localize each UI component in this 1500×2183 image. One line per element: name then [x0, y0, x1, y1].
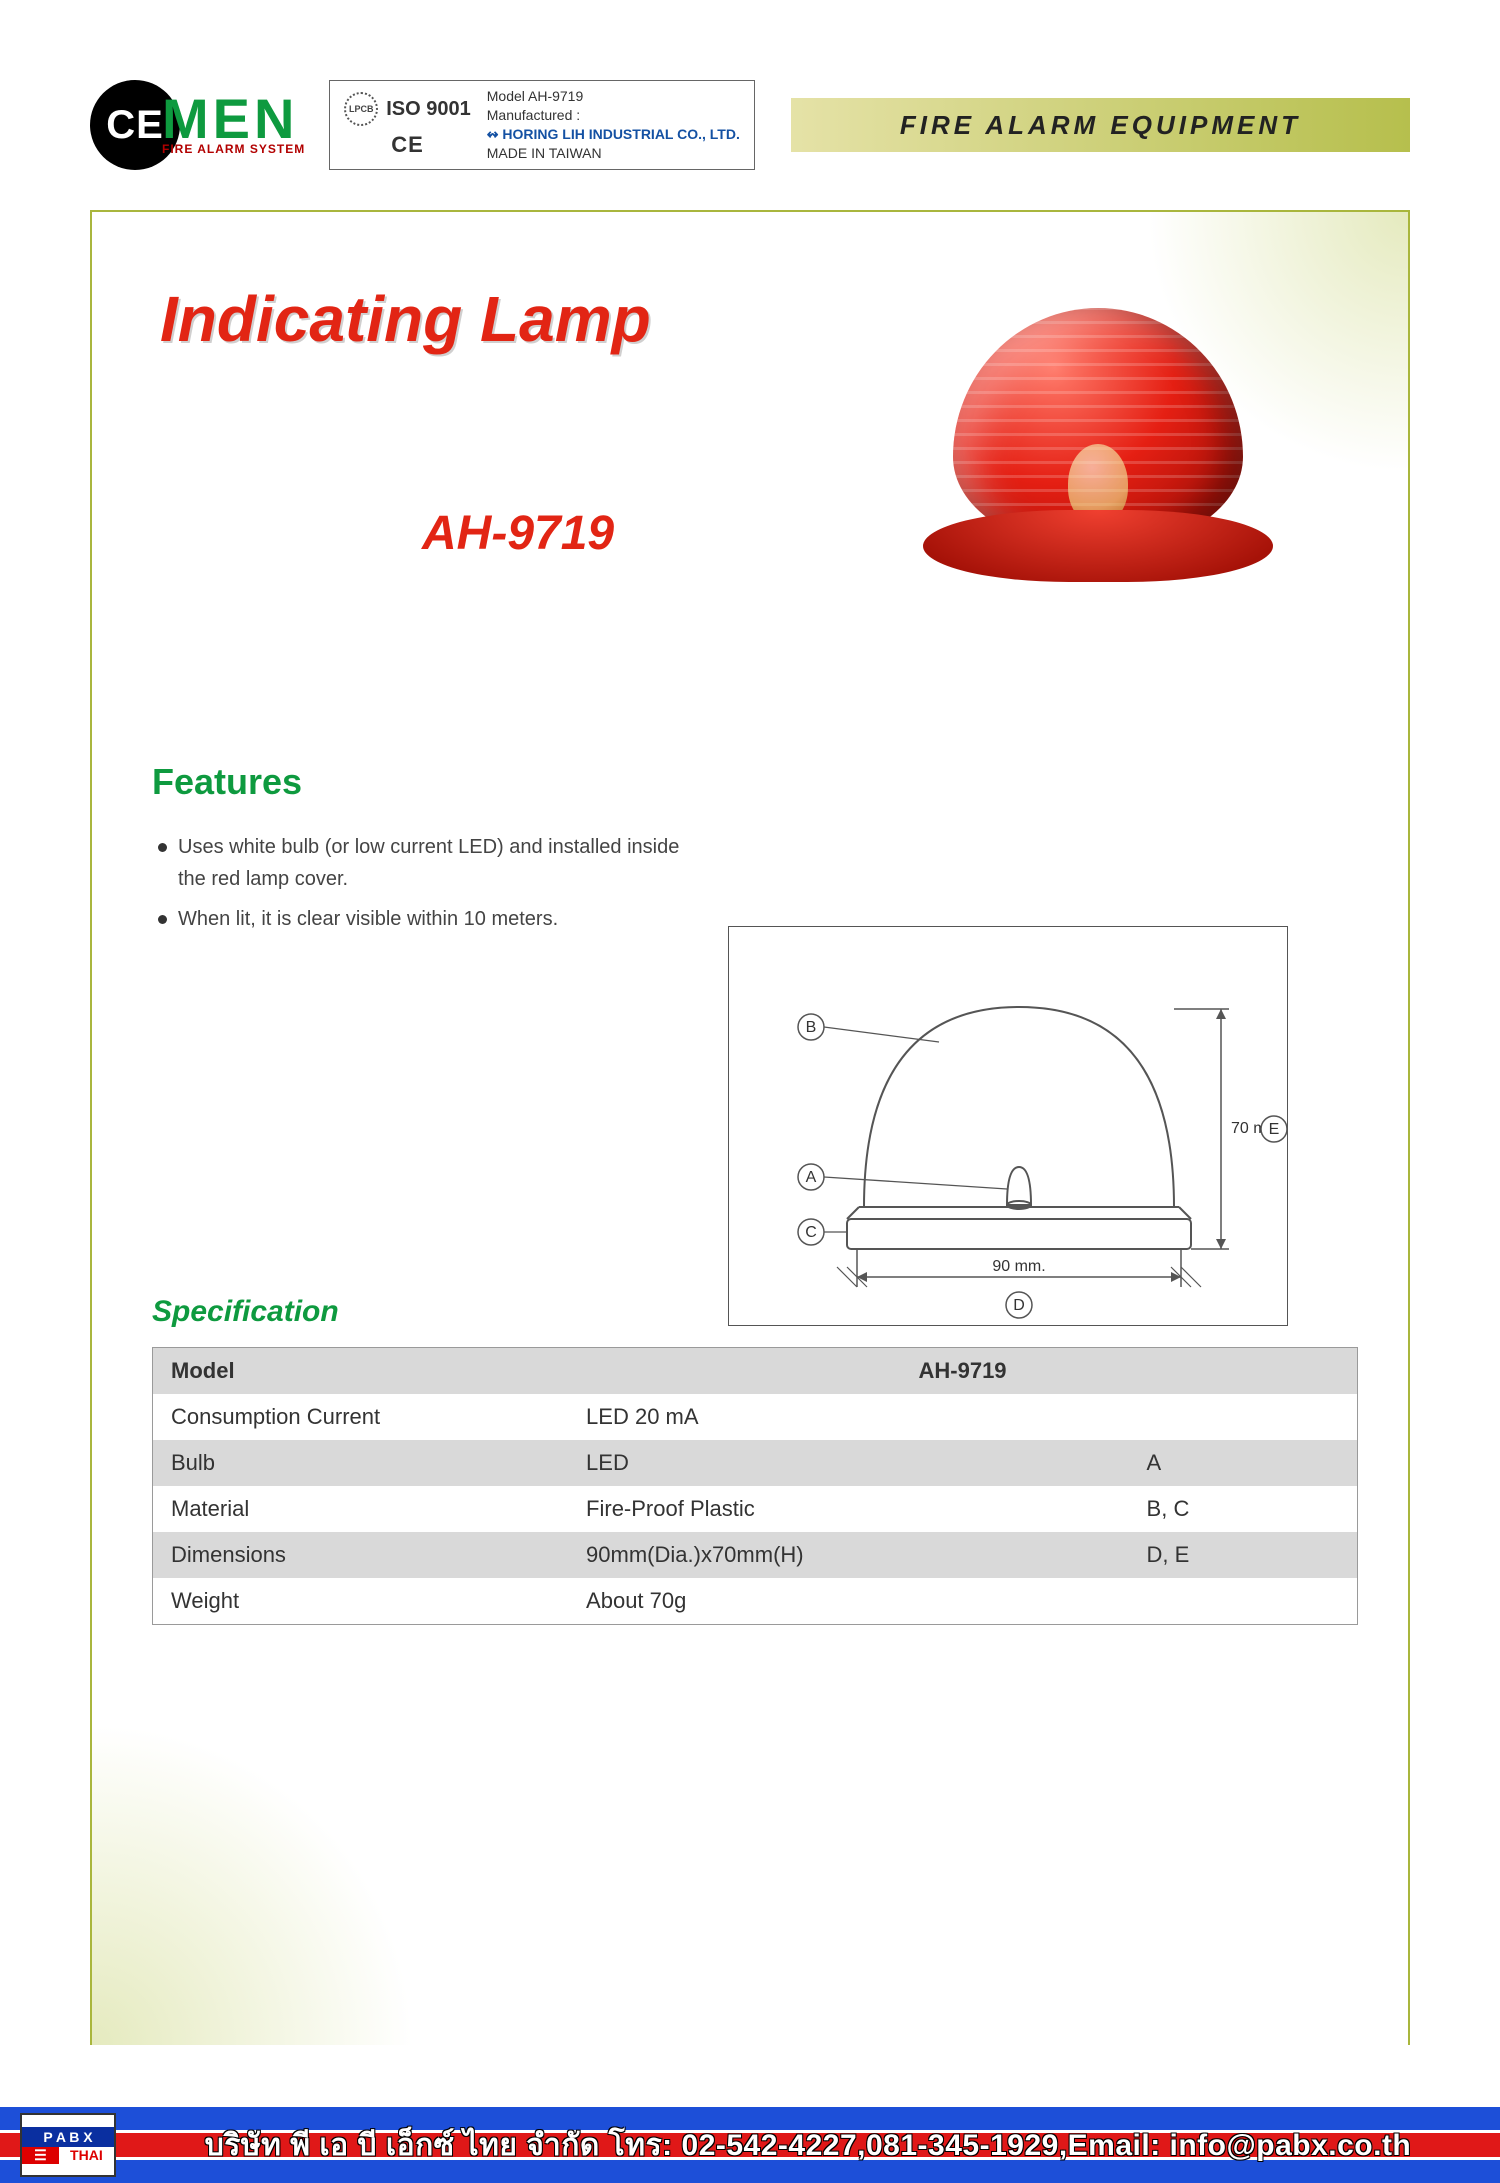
spec-cell: Fire-Proof Plastic [526, 1486, 1129, 1532]
spec-header-model: AH-9719 [526, 1348, 1357, 1395]
table-row: Dimensions 90mm(Dia.)x70mm(H) D, E [153, 1532, 1358, 1578]
pabx-logo-top: P A B X [22, 2127, 114, 2147]
table-row: Consumption Current LED 20 mA [153, 1394, 1358, 1440]
diagram-mark-e: E [1269, 1121, 1280, 1138]
features-list: Uses white bulb (or low current LED) and… [158, 831, 698, 935]
logo-block: CE MEN FIRE ALARM SYSTEM [90, 80, 305, 170]
cert-manufacturer-text: HORING LIH INDUSTRIAL CO., LTD. [502, 126, 739, 142]
cert-model: Model AH-9719 [487, 87, 740, 106]
spec-cell: Material [153, 1486, 527, 1532]
table-row: Model AH-9719 [153, 1348, 1358, 1395]
table-row: Bulb LED A [153, 1440, 1358, 1486]
header-bar: FIRE ALARM EQUIPMENT [791, 98, 1410, 152]
lpcb-badge-icon: LPCB [344, 92, 378, 126]
spec-cell: Bulb [153, 1440, 527, 1486]
footer-bar: P A B X ☰ THAI บริษัท พี เอ บี เอ็กซ์ ไท… [0, 2099, 1500, 2183]
logo-sub: FIRE ALARM SYSTEM [162, 142, 305, 156]
spec-cell: Weight [153, 1578, 527, 1625]
dimension-diagram: 90 mm. 70 mm. B A C [728, 926, 1288, 1326]
diagram-width-label: 90 mm. [992, 1258, 1045, 1275]
features-heading: Features [152, 761, 1358, 803]
logo-text: MEN FIRE ALARM SYSTEM [162, 94, 305, 156]
spec-cell: B, C [1129, 1486, 1358, 1532]
cert-manufactured-label: Manufactured : [487, 106, 740, 125]
product-image [908, 282, 1288, 582]
logo-men: MEN [162, 94, 305, 144]
feature-item: When lit, it is clear visible within 10 … [158, 903, 698, 935]
spec-header-label: Model [153, 1348, 527, 1395]
diagram-mark-a: A [806, 1169, 817, 1186]
content-frame: Indicating Lamp AH-9719 Features Uses wh… [90, 210, 1410, 2045]
cert-manufacturer-name: ↭ HORING LIH INDUSTRIAL CO., LTD. [487, 125, 740, 144]
spec-cell [1129, 1394, 1358, 1440]
thai-flag-icon: ☰ [22, 2147, 59, 2164]
spec-cell [1129, 1578, 1358, 1625]
certification-box: LPCB ISO 9001 CE Model AH-9719 Manufactu… [329, 80, 755, 170]
pabx-logo: P A B X ☰ THAI [20, 2113, 116, 2177]
spec-cell: LED 20 mA [526, 1394, 1129, 1440]
top-band: CE MEN FIRE ALARM SYSTEM LPCB ISO 9001 C… [90, 80, 1410, 170]
feature-item: Uses white bulb (or low current LED) and… [158, 831, 698, 895]
ce-mark-icon: CE [391, 132, 424, 158]
page: CE MEN FIRE ALARM SYSTEM LPCB ISO 9001 C… [0, 0, 1500, 2183]
pabx-thai-label: THAI [59, 2147, 114, 2164]
diagram-mark-d: D [1013, 1297, 1025, 1314]
cert-made-in: MADE IN TAIWAN [487, 144, 740, 163]
cert-left: LPCB ISO 9001 CE [344, 92, 471, 158]
spec-table: Model AH-9719 Consumption Current LED 20… [152, 1347, 1358, 1625]
spec-cell: A [1129, 1440, 1358, 1486]
pabx-logo-bottom: ☰ THAI [22, 2147, 114, 2164]
iso-label: ISO 9001 [386, 98, 471, 121]
diagram-mark-b: B [806, 1019, 817, 1036]
table-row: Weight About 70g [153, 1578, 1358, 1625]
lamp-base [923, 510, 1273, 582]
spec-cell: D, E [1129, 1532, 1358, 1578]
diagram-mark-c: C [805, 1224, 817, 1241]
footer-contact-text: บริษัท พี เอ บี เอ็กซ์ ไทย จำกัด โทร: 02… [116, 2122, 1500, 2169]
spec-cell: Consumption Current [153, 1394, 527, 1440]
spec-cell: 90mm(Dia.)x70mm(H) [526, 1532, 1129, 1578]
spec-cell: Dimensions [153, 1532, 527, 1578]
spec-cell: LED [526, 1440, 1129, 1486]
spec-cell: About 70g [526, 1578, 1129, 1625]
table-row: Material Fire-Proof Plastic B, C [153, 1486, 1358, 1532]
cert-right: Model AH-9719 Manufactured : ↭ HORING LI… [487, 87, 740, 163]
diagram-svg: 90 mm. 70 mm. B A C [729, 927, 1289, 1327]
